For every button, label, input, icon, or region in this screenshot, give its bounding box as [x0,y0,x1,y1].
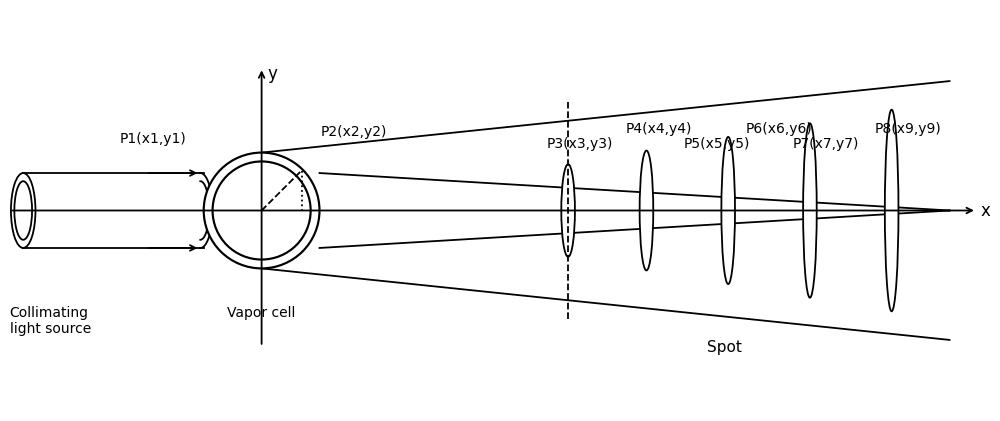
Text: Spot: Spot [707,340,742,355]
Ellipse shape [885,110,898,311]
Text: Collimating
light source: Collimating light source [10,306,91,336]
Text: x: x [980,202,990,219]
Text: P2(x2,y2): P2(x2,y2) [321,125,387,139]
Ellipse shape [11,173,35,248]
Text: y: y [267,65,277,83]
Text: P4(x4,y4): P4(x4,y4) [626,122,692,136]
Text: P5(x5,y5): P5(x5,y5) [684,136,750,151]
Text: P6(x6,y6): P6(x6,y6) [745,122,812,136]
Text: Vapor cell: Vapor cell [227,306,296,320]
Text: P8(x9,y9): P8(x9,y9) [875,122,941,136]
Ellipse shape [213,162,311,259]
Ellipse shape [721,137,735,284]
Ellipse shape [204,152,320,269]
Ellipse shape [640,151,653,270]
Text: P3(x3,y3): P3(x3,y3) [546,136,613,151]
Text: r: r [284,174,291,189]
Text: P1(x1,y1): P1(x1,y1) [119,132,186,146]
Ellipse shape [14,181,32,240]
Text: P7(x7,y7): P7(x7,y7) [793,136,859,151]
Ellipse shape [561,164,575,257]
Ellipse shape [803,123,817,298]
Text: O(0,0): O(0,0) [267,225,311,239]
